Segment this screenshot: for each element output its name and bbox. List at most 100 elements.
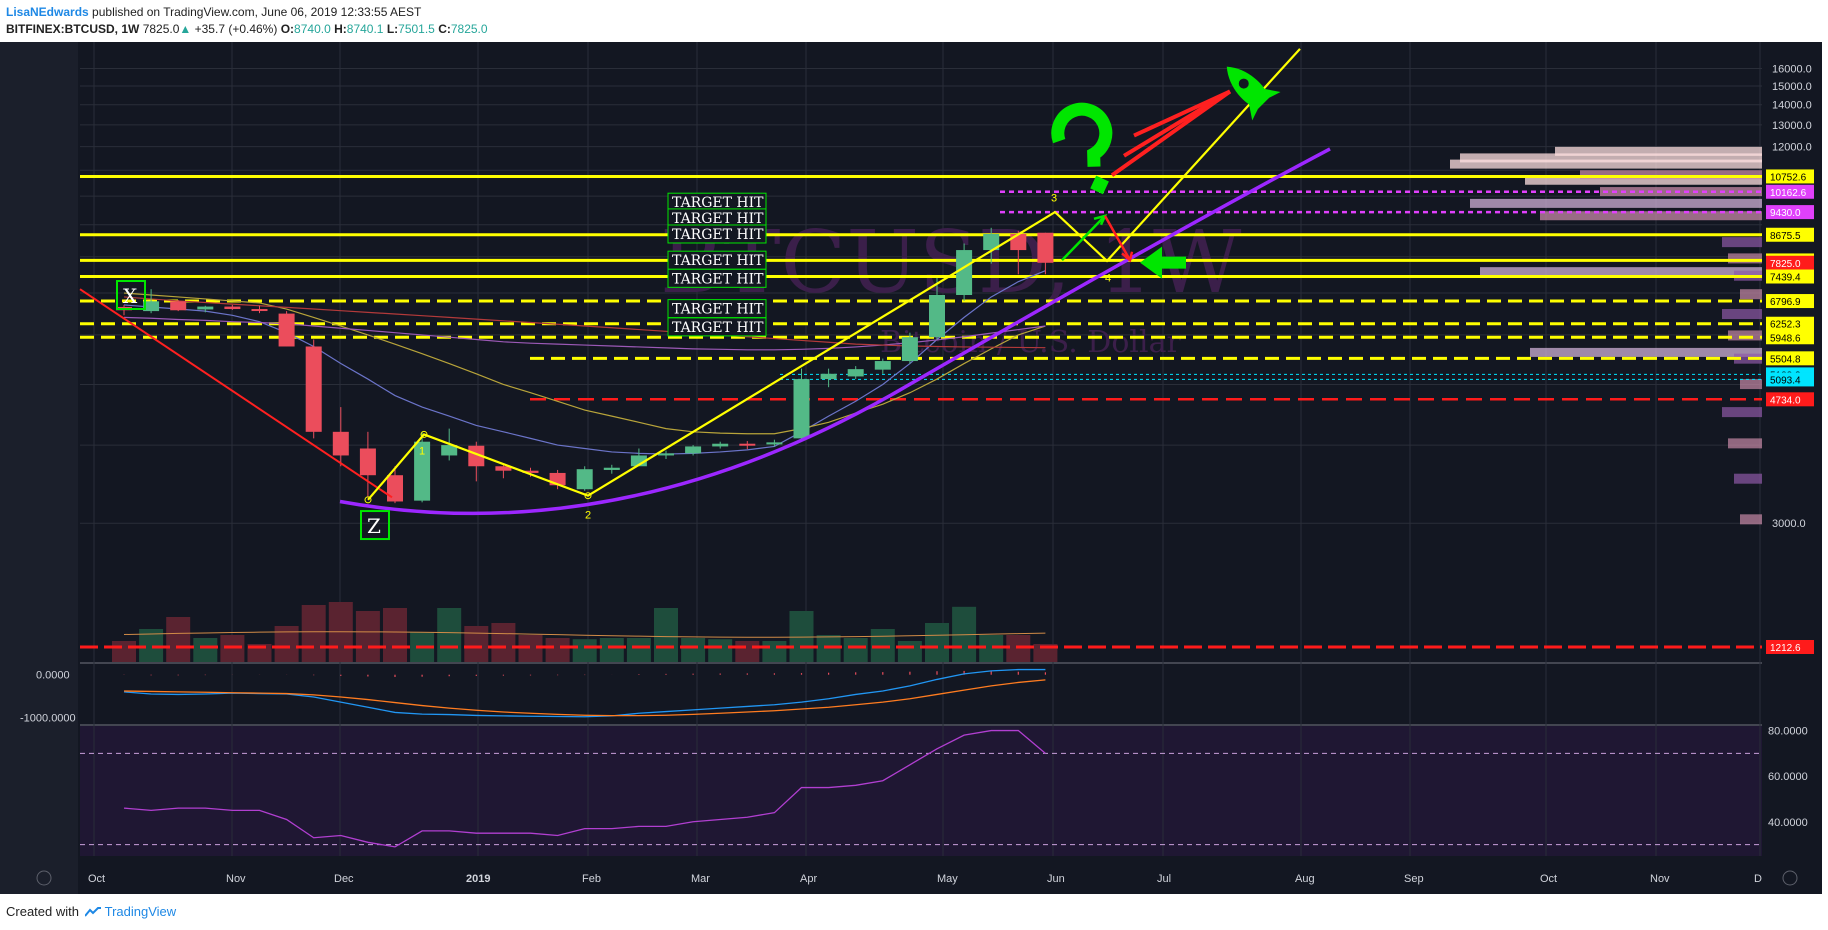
candle-body	[1010, 233, 1027, 251]
volume-bar	[112, 641, 136, 662]
publish-line: LisaNEdwards published on TradingView.co…	[6, 5, 421, 19]
target-hit-box	[667, 268, 767, 288]
price-level-label: 8675.5	[1770, 231, 1801, 242]
candle-body	[522, 470, 539, 473]
open-label: O:	[280, 22, 295, 36]
volume-profile-bar	[1728, 438, 1762, 449]
volume-bar	[708, 639, 733, 662]
target-hit-label: TARGET HIT	[672, 195, 764, 211]
price-tick-label: 13000.0	[1772, 120, 1812, 132]
price-level-label: 7825.0	[1770, 259, 1801, 270]
price-level-label: 9430.0	[1770, 208, 1801, 219]
price-level-label: 5093.4	[1770, 375, 1801, 386]
arrow-left-icon	[1140, 246, 1186, 279]
candle-body	[441, 445, 458, 456]
volume-bar	[545, 638, 570, 662]
rsi-background	[80, 726, 1762, 856]
arrow-down-red-head	[1121, 251, 1134, 263]
time-axis-label: Apr	[800, 873, 817, 885]
candle-body	[387, 475, 403, 502]
candle-body	[224, 306, 241, 310]
target-hit-label: TARGET HIT	[672, 227, 764, 243]
arrow-to-rocket	[1122, 89, 1232, 158]
zigzag-point	[584, 492, 592, 500]
price-level-label-bg	[1766, 351, 1814, 366]
volume-bar	[437, 608, 462, 662]
created-with-text: Created with	[6, 904, 79, 919]
volume-bar	[654, 608, 678, 662]
pane-separator-1	[80, 724, 1762, 726]
price-level-label-bg	[1766, 269, 1814, 284]
candle-body	[143, 301, 160, 312]
time-axis-label: Mar	[691, 873, 710, 885]
price-tick-label: 14000.0	[1772, 100, 1812, 112]
time-axis-label: Feb	[582, 873, 601, 885]
open-value: 8740.0	[294, 22, 331, 36]
question-mark-shape	[1051, 102, 1113, 167]
time-axis-label: Sep	[1404, 873, 1424, 885]
wave-label-2: 2	[585, 510, 591, 522]
macd-signal-line	[123, 679, 1046, 717]
candle-body	[359, 448, 376, 476]
published-text: published on TradingView.com, June 06, 2…	[92, 5, 422, 19]
candle-body	[983, 233, 1000, 251]
time-axis-label: 2019	[466, 873, 490, 885]
price-level-label: 4734.0	[1770, 395, 1801, 406]
pane-separator-0	[80, 662, 1762, 664]
rocket-window	[1238, 78, 1249, 89]
wave-label-3: 3	[1051, 193, 1057, 205]
candle-body	[685, 446, 702, 454]
time-axis-label: Aug	[1295, 873, 1315, 885]
volume-profile-bar	[1480, 267, 1762, 277]
price-level-label-bg	[1766, 372, 1814, 387]
volume-ma-line	[123, 631, 1046, 638]
arrow-down-red	[1103, 215, 1132, 261]
arrow-up-green	[1061, 214, 1106, 262]
volume-profile-bar	[1450, 159, 1762, 169]
ma-purple-line	[123, 316, 1046, 351]
volume-profile-bar	[1728, 330, 1762, 341]
volume-bar	[897, 641, 922, 662]
volume-profile-bar	[1540, 211, 1762, 221]
symbol-label: BITFINEX:BTCUSD, 1W	[6, 22, 140, 36]
rocket-part	[1226, 66, 1270, 110]
volume-bar	[464, 626, 489, 662]
rsi-tick-label: 80.0000	[1768, 726, 1808, 738]
candle-body	[576, 469, 593, 490]
price-tick-label: 3000.0	[1772, 518, 1806, 530]
volume-bar	[166, 617, 191, 662]
volume-profile-bar	[1470, 198, 1762, 208]
candle-body	[468, 445, 485, 467]
pattern-label-x: X	[123, 284, 138, 308]
rocket-part	[1259, 87, 1281, 98]
pattern-box	[116, 279, 146, 310]
zigzag-point	[420, 430, 428, 438]
candle-body	[793, 379, 810, 439]
auto-scale-icon[interactable]	[1782, 870, 1798, 886]
wave-label-4: 4	[1105, 273, 1111, 285]
candle-body	[766, 442, 783, 445]
target-hit-box	[667, 224, 767, 244]
volume-profile-bar	[1460, 153, 1762, 163]
candle-body	[278, 313, 295, 347]
author-link[interactable]: LisaNEdwards	[6, 5, 89, 19]
volume-profile-bar	[1525, 175, 1762, 185]
rsi-line	[123, 729, 1046, 848]
tradingview-link[interactable]: TradingView	[104, 904, 177, 919]
zoom-reset-icon[interactable]	[36, 870, 52, 886]
volume-profile-bar	[1555, 146, 1762, 156]
volume-bar	[843, 638, 868, 662]
rsi-tick-label: 60.0000	[1768, 771, 1808, 783]
volume-profile-bar	[1600, 187, 1762, 197]
question-mark-dot	[1090, 175, 1109, 195]
macd-tick-label: -1000.0000	[20, 713, 76, 725]
time-axis-label: Oct	[1540, 873, 1557, 885]
volume-bar	[735, 641, 760, 662]
candle-body	[630, 455, 647, 467]
volume-profile-bar	[1722, 309, 1762, 320]
volume-profile-bar	[1728, 253, 1762, 264]
high-value: 8740.1	[346, 22, 384, 36]
target-hit-label: TARGET HIT	[672, 211, 764, 227]
wave-label-1: 1	[419, 445, 425, 457]
